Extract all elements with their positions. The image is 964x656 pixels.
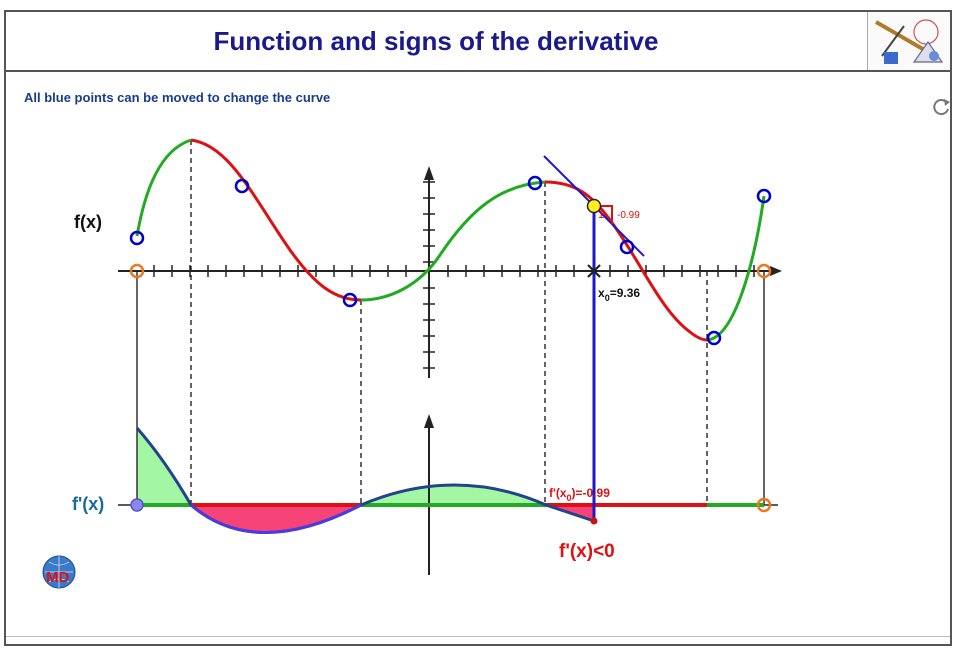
function-curve-increasing-3 [706,195,766,342]
fprime-label: f'(x) [72,494,104,514]
derivative-curve-negative-part [190,503,362,534]
refresh-icon[interactable] [930,96,952,118]
control-point[interactable] [234,178,250,194]
geometry-tools-icon [867,12,950,70]
divider [6,636,950,637]
x0-cross-marker[interactable] [587,264,601,278]
control-point[interactable] [129,230,145,246]
applet-frame: Function and signs of the derivative All… [4,10,952,646]
derivative-negative-area-1 [191,505,361,533]
fprime-x0-point [590,517,598,525]
derivative-sign-label: f'(x)<0 [559,541,615,562]
function-curve-decreasing-1 [190,138,362,302]
right-endpoint[interactable] [756,263,772,279]
f-label: f(x) [74,212,102,232]
right-fprime-endpoint [756,497,772,513]
page-title: Function and signs of the derivative [213,26,659,56]
fprime-at-x0-label: f'(x0)=-0.99 [549,486,610,503]
slope-run-label: 1 [598,209,604,221]
left-endpoint[interactable] [129,263,145,279]
control-point[interactable] [342,292,358,308]
header: Function and signs of the derivative [6,12,950,72]
control-point[interactable] [706,330,722,346]
f-y-axis-ticks [423,181,435,369]
function-curve-increasing-2 [360,180,546,302]
instruction-text: All blue points can be moved to change t… [24,90,331,105]
function-curve-increasing-1 [135,138,192,237]
control-point[interactable] [527,175,543,191]
control-point[interactable] [619,239,635,255]
x0-label: x0=9.36 [598,286,640,303]
left-fprime-point [130,498,144,512]
globe-md-icon: MD [41,554,77,590]
function-curve-decreasing-2 [544,180,708,342]
f-x-axis-ticks [153,265,755,277]
control-point[interactable] [756,188,772,204]
slope-value-label: -0.99 [617,210,640,221]
derivative-positive-area-1 [137,428,191,505]
svg-text:MD: MD [46,569,69,586]
x0-point[interactable] [586,198,602,214]
